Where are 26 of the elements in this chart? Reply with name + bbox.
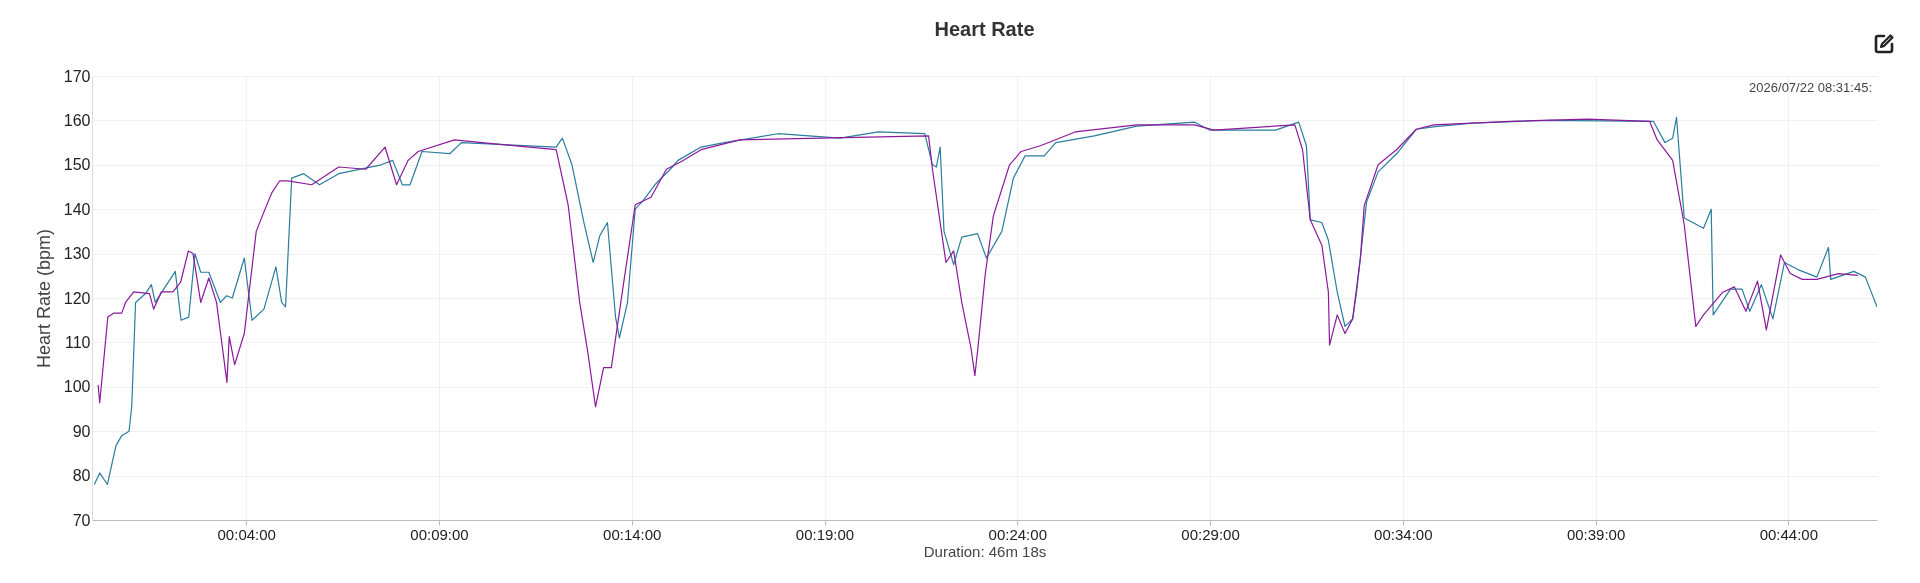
y-tick-label: 100 <box>63 378 91 396</box>
x-tick-label: 00:29:00 <box>1181 525 1240 543</box>
y-tick-label: 80 <box>72 467 91 485</box>
x-tick-label: 00:09:00 <box>410 525 469 543</box>
y-axis-title: Heart Rate (bpm) <box>33 228 54 369</box>
y-tick-label: 160 <box>63 111 91 129</box>
line-series <box>93 116 1877 486</box>
y-tick-label: 120 <box>63 289 91 307</box>
y-tick-label: 170 <box>63 67 91 85</box>
x-axis-title: Duration: 46m 18s <box>923 542 1047 560</box>
x-tick-label: 00:14:00 <box>603 525 662 543</box>
y-tick-label: 70 <box>72 511 91 529</box>
x-tick-label: 00:24:00 <box>988 525 1047 543</box>
y-tick-label: 110 <box>64 333 91 351</box>
y-tick-label: 140 <box>63 200 91 218</box>
annotation: 2026/07/22 08:31:45: <box>1749 80 1872 95</box>
x-tick-label: 00:44:00 <box>1759 525 1819 543</box>
x-tick-label: 00:04:00 <box>217 525 276 543</box>
y-tick-label: 150 <box>63 156 91 174</box>
chart-title: Heart Rate <box>934 18 1035 40</box>
line-series <box>97 118 1859 408</box>
y-tick-label: 90 <box>72 422 91 440</box>
x-tick-label: 00:39:00 <box>1566 525 1626 543</box>
x-tick-label: 00:19:00 <box>795 525 855 543</box>
x-tick-label: 00:34:00 <box>1374 525 1433 543</box>
y-tick-label: 130 <box>63 245 91 263</box>
